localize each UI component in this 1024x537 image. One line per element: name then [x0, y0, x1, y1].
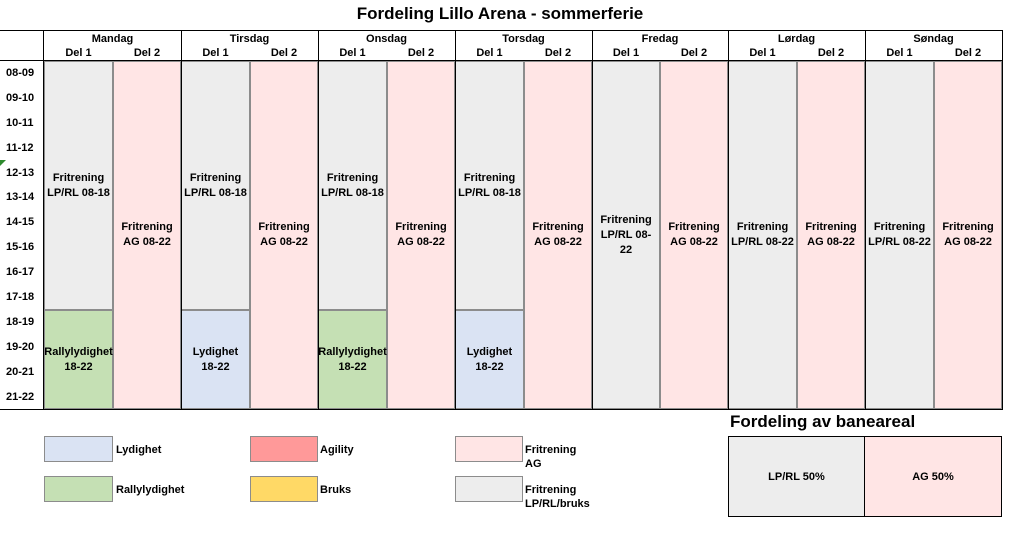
time-label: 18-19 [6, 316, 35, 328]
time-label: 09-10 [6, 92, 35, 104]
schedule-cell: Fritrening AG 08-22 [524, 61, 592, 409]
legend-label: Agility [320, 444, 354, 456]
legend-swatch-agility [250, 436, 318, 462]
grid-line [43, 30, 44, 410]
schedule-cell: Fritrening LP/RL 08-18 [318, 61, 387, 310]
grid-line [1002, 30, 1003, 410]
schedule-cell: Rallylydighet 18-22 [318, 310, 387, 409]
time-label: 11-12 [6, 142, 34, 154]
legend-label: Rallylydighet [116, 484, 185, 496]
time-label: 17-18 [6, 291, 35, 303]
schedule-cell: Fritrening AG 08-22 [250, 61, 318, 409]
grid-line [181, 30, 182, 410]
grid-line [728, 30, 729, 410]
grid-line [455, 30, 456, 410]
part-header: Del 1 [476, 47, 503, 59]
schedule-cell: Fritrening AG 08-22 [934, 61, 1002, 409]
day-header-thursday: Torsdag [502, 33, 545, 45]
page-title: Fordeling Lillo Arena - sommerferie [356, 4, 644, 23]
grid-line [0, 30, 1002, 31]
schedule-cell: Fritrening LP/RL 08-22 [728, 61, 797, 409]
time-label: 16-17 [6, 266, 35, 278]
time-label: 10-11 [6, 117, 34, 129]
schedule-cell: Rallylydighet 18-22 [44, 310, 113, 409]
area-ag: AG 50% [865, 437, 1001, 516]
legend-swatch-lydighet [44, 436, 113, 462]
day-header-sunday: Søndag [913, 33, 954, 45]
grid-line [0, 60, 1002, 61]
part-header: Del 2 [544, 47, 572, 59]
legend-label: Fritrening AG [525, 444, 577, 470]
schedule-cell: Fritrening LP/RL 08-18 [455, 61, 524, 310]
part-header: Del 2 [817, 47, 845, 59]
grid-line [0, 409, 1002, 410]
day-header-tuesday: Tirsdag [229, 33, 270, 45]
part-header: Del 2 [270, 47, 298, 59]
day-header-saturday: Lørdag [777, 33, 816, 45]
part-header: Del 1 [339, 47, 366, 59]
legend-swatch-rallylydighet [44, 476, 113, 502]
day-header-wednesday: Onsdag [366, 33, 407, 45]
schedule-cell: Fritrening AG 08-22 [797, 61, 865, 409]
part-header: Del 2 [680, 47, 708, 59]
schedule-cell: Fritrening LP/RL 08-22 [592, 61, 660, 409]
time-label: 13-14 [6, 191, 35, 203]
part-header: Del 1 [886, 47, 913, 59]
schedule-cell: Fritrening LP/RL 08-22 [865, 61, 934, 409]
legend-label: Bruks [320, 484, 352, 496]
part-header: Del 1 [202, 47, 229, 59]
schedule-cell: Fritrening AG 08-22 [660, 61, 728, 409]
legend-swatch-fritrening-lp [455, 476, 523, 502]
area-box: LP/RL 50% AG 50% [728, 436, 1002, 517]
area-title: Fordeling av baneareal [730, 412, 916, 431]
grid-line [592, 30, 593, 410]
legend-swatch-fritrening-ag [455, 436, 523, 462]
day-header-monday: Mandag [91, 33, 134, 45]
part-header: Del 1 [65, 47, 92, 59]
time-label: 15-16 [6, 241, 35, 253]
day-header-friday: Fredag [641, 33, 679, 45]
legend-label: Fritrening LP/RL/bruks [525, 484, 590, 510]
time-label: 12-13 [6, 167, 35, 179]
schedule-cell: Fritrening AG 08-22 [113, 61, 181, 409]
schedule-cell: Fritrening LP/RL 08-18 [181, 61, 250, 310]
time-label: 19-20 [6, 341, 35, 353]
legend-swatch-bruks [250, 476, 318, 502]
schedule-cell: Fritrening AG 08-22 [387, 61, 455, 409]
grid-line [865, 30, 866, 410]
part-header: Del 1 [749, 47, 776, 59]
legend-label: Lydighet [116, 444, 162, 456]
grid-line [318, 30, 319, 410]
schedule-cell: Lydighet 18-22 [181, 310, 250, 409]
time-label: 14-15 [6, 216, 35, 228]
part-header: Del 2 [954, 47, 982, 59]
area-lp-rl: LP/RL 50% [729, 437, 865, 516]
part-header: Del 1 [612, 47, 640, 59]
time-label: 20-21 [6, 366, 35, 378]
part-header: Del 2 [133, 47, 161, 59]
part-header: Del 2 [407, 47, 435, 59]
time-label: 08-09 [6, 67, 35, 79]
cell-marker-icon [0, 160, 6, 166]
schedule-cell: Lydighet 18-22 [455, 310, 524, 409]
time-label: 21-22 [6, 391, 35, 403]
schedule-cell: Fritrening LP/RL 08-18 [44, 61, 113, 310]
